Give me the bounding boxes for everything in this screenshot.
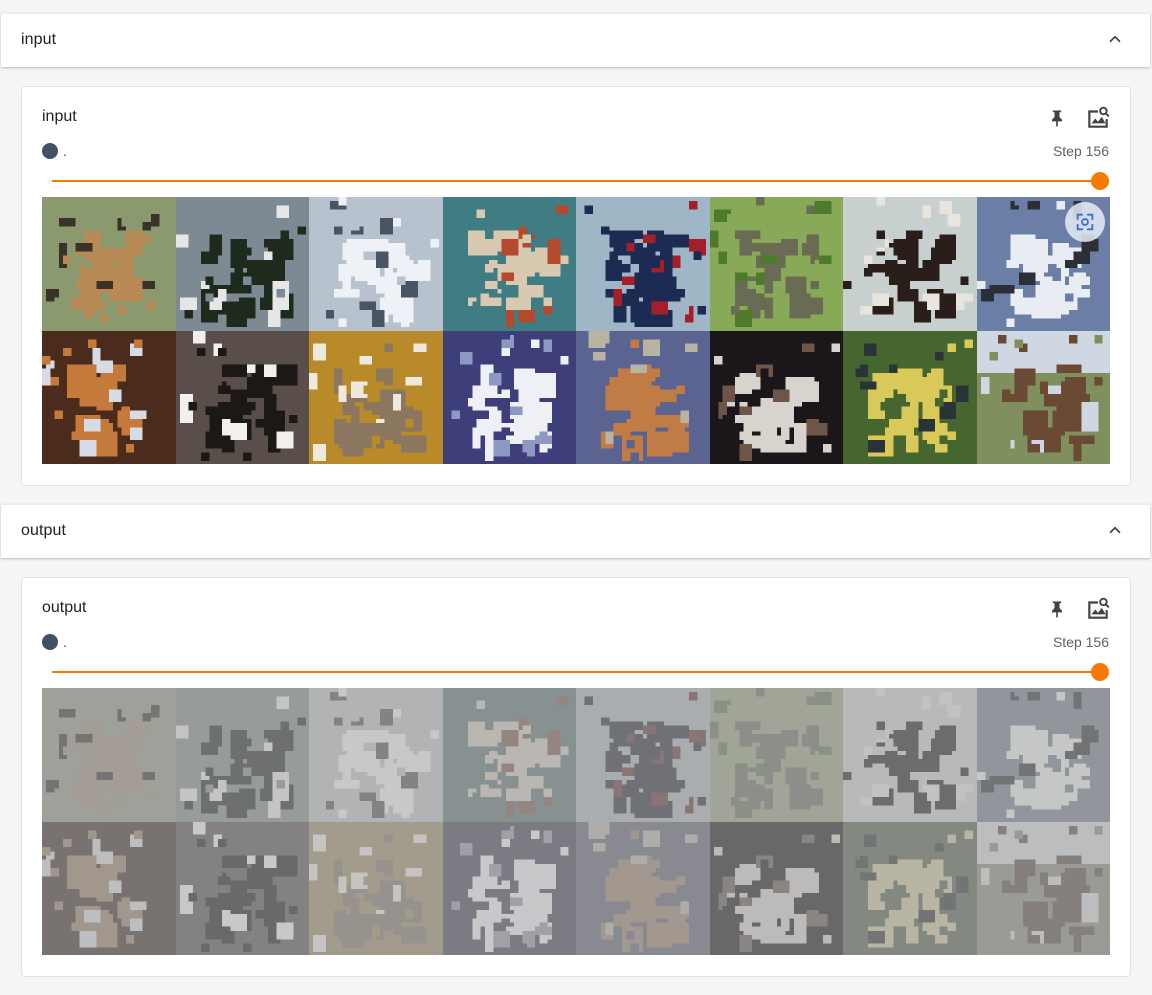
step-label: Step 156 <box>1052 143 1109 159</box>
image-search-icon <box>1088 597 1110 619</box>
image-tile-boat-white[interactable] <box>442 330 577 464</box>
run-label: . <box>63 143 67 159</box>
image-tile-dog-puppy[interactable] <box>709 821 844 955</box>
image-tile-cat-tabby[interactable] <box>309 330 443 464</box>
run-legend: . <box>42 633 67 651</box>
image-tile-plane-sea[interactable] <box>442 197 577 331</box>
slider-thumb[interactable] <box>1091 172 1109 190</box>
section-header-output: output <box>1 504 1150 558</box>
chevron-up-icon <box>1109 526 1121 534</box>
image-tile-plane-white[interactable] <box>976 688 1110 822</box>
pin-button[interactable] <box>1043 104 1071 132</box>
run-legend: . <box>42 142 67 160</box>
image-tile-ship-harbor[interactable] <box>576 197 710 331</box>
fullscreen-button[interactable] <box>1064 202 1105 242</box>
image-card-output: output . Step 156 <box>21 577 1131 977</box>
chevron-up-icon <box>1109 35 1121 43</box>
image-search-button[interactable] <box>1084 104 1112 132</box>
image-card-input: input . Step 156 <box>21 86 1131 486</box>
section-title: input <box>21 31 57 48</box>
slider-thumb[interactable] <box>1091 663 1109 681</box>
image-tile-cat-standing[interactable] <box>576 821 710 955</box>
image-tile-dog-black-white[interactable] <box>175 688 310 822</box>
image-tile-car-yellow[interactable] <box>843 330 977 464</box>
image-tile-plane-white[interactable] <box>976 197 1110 331</box>
card-title: input <box>42 108 77 125</box>
image-tile-horse-dark[interactable] <box>843 688 977 822</box>
image-tile-dog-sitting[interactable] <box>175 821 310 955</box>
collapse-button[interactable] <box>1104 519 1126 541</box>
image-search-icon <box>1088 106 1110 128</box>
focus-frame-icon <box>1076 213 1093 231</box>
image-tile-boat-white[interactable] <box>442 821 577 955</box>
run-color-dot <box>42 143 58 159</box>
image-grid[interactable] <box>42 197 1110 464</box>
pin-icon <box>1052 110 1062 127</box>
image-tile-horse-rider[interactable] <box>42 197 176 331</box>
image-tile-dog-puppy[interactable] <box>709 330 844 464</box>
slider-track <box>52 671 1100 673</box>
image-tile-cat-tabby[interactable] <box>309 821 443 955</box>
run-color-dot <box>42 634 58 650</box>
image-tile-horse-brown[interactable] <box>976 330 1110 464</box>
pin-icon <box>1052 601 1062 618</box>
step-slider[interactable] <box>52 662 1109 682</box>
image-tile-ship-harbor[interactable] <box>576 688 710 822</box>
section-header-input: input <box>1 13 1150 67</box>
image-search-button[interactable] <box>1084 595 1112 623</box>
image-grid[interactable] <box>42 688 1110 955</box>
image-tile-dog-sitting[interactable] <box>175 330 310 464</box>
step-label: Step 156 <box>1052 634 1109 650</box>
pin-button[interactable] <box>1043 595 1071 623</box>
section-title: output <box>21 522 67 539</box>
image-tile-car-yellow[interactable] <box>843 821 977 955</box>
step-slider[interactable] <box>52 171 1109 191</box>
image-tile-horse-brown[interactable] <box>976 821 1110 955</box>
image-tile-cat-orange[interactable] <box>42 330 176 464</box>
image-tile-boat-gray[interactable] <box>309 688 443 822</box>
image-tile-horse-dark[interactable] <box>843 197 977 331</box>
image-tile-ostrich-grass[interactable] <box>709 197 844 331</box>
image-tile-dog-black-white[interactable] <box>175 197 310 331</box>
slider-track <box>52 180 1100 182</box>
image-tile-boat-gray[interactable] <box>309 197 443 331</box>
image-tile-plane-sea[interactable] <box>442 688 577 822</box>
image-tile-cat-orange[interactable] <box>42 821 176 955</box>
card-title: output <box>42 599 87 616</box>
collapse-button[interactable] <box>1104 28 1126 50</box>
image-tile-ostrich-grass[interactable] <box>709 688 844 822</box>
image-tile-cat-standing[interactable] <box>576 330 710 464</box>
image-tile-horse-rider[interactable] <box>42 688 176 822</box>
run-label: . <box>63 634 67 650</box>
